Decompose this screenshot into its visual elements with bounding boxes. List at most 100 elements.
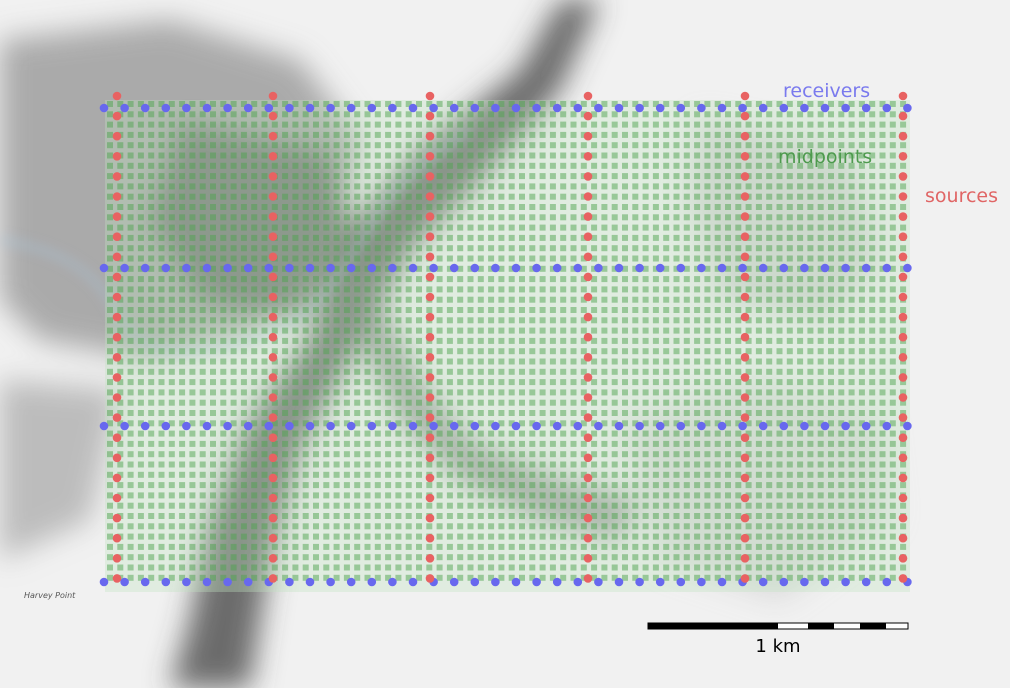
midpoint: [859, 317, 865, 323]
midpoint: [385, 153, 391, 159]
midpoint: [251, 194, 257, 200]
midpoint: [601, 256, 607, 262]
midpoint: [169, 441, 175, 447]
midpoint: [365, 400, 371, 406]
midpoint: [365, 163, 371, 169]
midpoint: [550, 482, 556, 488]
midpoint: [674, 523, 680, 529]
receiver: [677, 264, 686, 273]
midpoint: [169, 492, 175, 498]
midpoint: [653, 256, 659, 262]
midpoint: [189, 256, 195, 262]
midpoint: [468, 183, 474, 189]
midpoint: [663, 472, 669, 478]
midpoint: [189, 379, 195, 385]
midpoint: [262, 307, 268, 313]
midpoint: [735, 235, 741, 241]
midpoint: [251, 348, 257, 354]
midpoint: [498, 194, 504, 200]
midpoint: [107, 369, 113, 375]
midpoint: [828, 503, 834, 509]
midpoint: [694, 111, 700, 117]
midpoint: [777, 173, 783, 179]
midpoint: [128, 286, 134, 292]
midpoint: [437, 359, 443, 365]
midpoint: [797, 317, 803, 323]
midpoint: [334, 235, 340, 241]
midpoint: [478, 214, 484, 220]
midpoint: [818, 431, 824, 437]
receiver: [368, 264, 377, 273]
midpoint: [375, 348, 381, 354]
midpoint: [828, 194, 834, 200]
midpoint: [509, 534, 515, 540]
midpoint: [107, 111, 113, 117]
midpoint: [900, 204, 906, 210]
midpoint: [282, 276, 288, 282]
midpoint: [395, 441, 401, 447]
midpoint: [282, 338, 288, 344]
midpoint: [354, 410, 360, 416]
midpoint: [571, 492, 577, 498]
midpoint: [519, 276, 525, 282]
midpoint: [385, 565, 391, 571]
midpoint: [169, 503, 175, 509]
midpoint: [179, 400, 185, 406]
midpoint: [715, 214, 721, 220]
midpoint: [632, 286, 638, 292]
midpoint: [437, 410, 443, 416]
midpoint: [416, 225, 422, 231]
midpoint: [251, 462, 257, 468]
midpoint: [787, 462, 793, 468]
midpoint: [406, 194, 412, 200]
receiver: [182, 104, 191, 113]
midpoint: [529, 472, 535, 478]
midpoint: [849, 245, 855, 251]
midpoint: [148, 431, 154, 437]
midpoint: [828, 235, 834, 241]
midpoint: [663, 183, 669, 189]
midpoint: [128, 565, 134, 571]
midpoint: [189, 513, 195, 519]
midpoint: [859, 565, 865, 571]
midpoint: [189, 359, 195, 365]
source: [426, 454, 435, 463]
midpoint: [684, 194, 690, 200]
receiver: [738, 104, 747, 113]
midpoint: [890, 153, 896, 159]
midpoint: [828, 214, 834, 220]
midpoint: [344, 410, 350, 416]
midpoint: [416, 400, 422, 406]
midpoint: [478, 379, 484, 385]
midpoint: [509, 256, 515, 262]
midpoint: [107, 235, 113, 241]
midpoint: [766, 389, 772, 395]
midpoint: [282, 111, 288, 117]
midpoint: [313, 359, 319, 365]
midpoint: [519, 534, 525, 540]
midpoint: [385, 513, 391, 519]
midpoint: [591, 338, 597, 344]
midpoint: [550, 225, 556, 231]
midpoint: [704, 523, 710, 529]
midpoint: [251, 400, 257, 406]
midpoint: [735, 245, 741, 251]
source: [899, 554, 908, 563]
midpoint: [509, 214, 515, 220]
midpoint: [622, 204, 628, 210]
midpoint: [715, 204, 721, 210]
midpoint: [560, 441, 566, 447]
midpoint: [612, 204, 618, 210]
midpoint: [601, 307, 607, 313]
midpoint: [612, 245, 618, 251]
midpoint: [880, 245, 886, 251]
midpoint: [488, 482, 494, 488]
midpoint: [756, 451, 762, 457]
midpoint: [529, 142, 535, 148]
midpoint: [323, 194, 329, 200]
midpoint: [159, 389, 165, 395]
midpoint: [622, 142, 628, 148]
midpoint: [189, 132, 195, 138]
midpoint: [715, 462, 721, 468]
midpoint: [591, 142, 597, 148]
